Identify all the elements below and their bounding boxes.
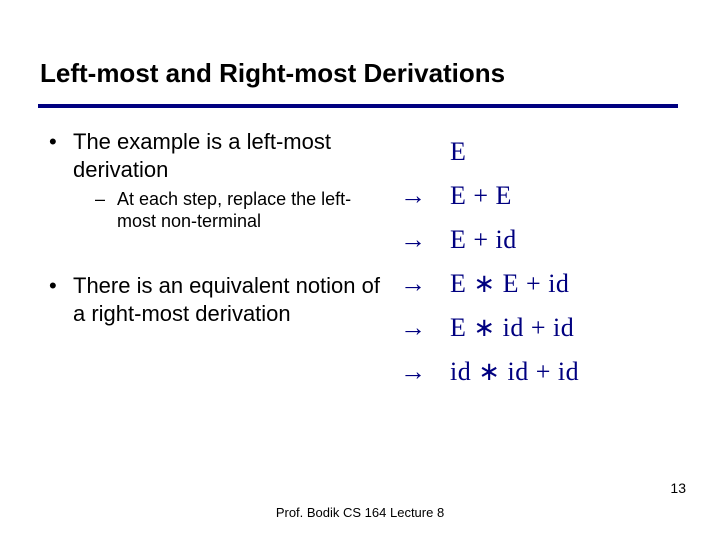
derivation-block: → E → E + E → E + id → E ∗ E + id → E ∗ … [398,130,579,394]
arrow-icon: → [398,181,450,211]
arrow-icon: → [398,225,450,255]
footer-text: Prof. Bodik CS 164 Lecture 8 [0,505,720,520]
arrow-icon: → [398,269,450,299]
arrow-icon: → [398,357,450,387]
derivation-row: → E + id [398,218,579,262]
slide-title: Left-most and Right-most Derivations [40,58,505,89]
derivation-expr: E ∗ E + id [450,269,569,299]
arrow-icon: → [398,313,450,343]
derivation-row: → id ∗ id + id [398,350,579,394]
bullet-1a: At each step, replace the left-most non-… [73,189,390,232]
derivation-expr: E [450,137,466,167]
bullet-1: The example is a left-most derivation At… [45,128,390,232]
bullet-2: There is an equivalent notion of a right… [45,272,390,327]
slide: Left-most and Right-most Derivations The… [0,0,720,540]
derivation-row: → E ∗ E + id [398,262,579,306]
bullet-1a-text: At each step, replace the left-most non-… [117,189,351,231]
title-rule [38,104,678,108]
derivation-row: → E [398,130,579,174]
derivation-row: → E ∗ id + id [398,306,579,350]
derivation-expr: E ∗ id + id [450,313,574,343]
derivation-expr: id ∗ id + id [450,357,579,387]
derivation-expr: E + E [450,181,512,211]
page-number: 13 [670,480,686,496]
bullet-2-text: There is an equivalent notion of a right… [73,273,380,326]
derivation-row: → E + E [398,174,579,218]
bullet-1-text: The example is a left-most derivation [73,129,331,182]
body-text: The example is a left-most derivation At… [45,128,390,333]
derivation-expr: E + id [450,225,517,255]
